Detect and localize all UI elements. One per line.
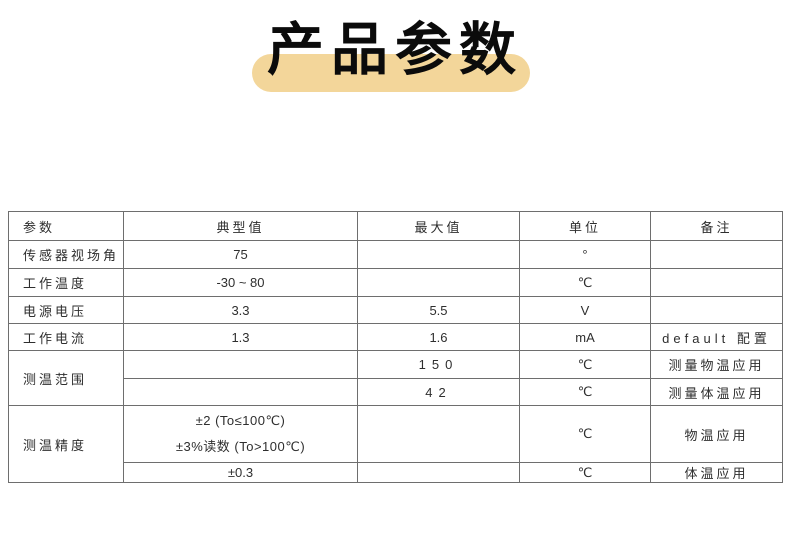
- col-header-note: 备注: [650, 211, 783, 241]
- table-row-temp-range-object: 测温范围 150 ℃ 测量物温应用: [8, 350, 783, 406]
- typical-value-cell: 1.3: [123, 323, 358, 351]
- typical-value-cell: 75: [123, 240, 358, 269]
- note-cell: [650, 240, 783, 269]
- table-row-supply-voltage: 电源电压 3.3 5.5 V: [8, 296, 783, 324]
- table-row-operating-temp: 工作温度 -30 ~ 80 ℃: [8, 268, 783, 297]
- table-row-sensor-fov: 传感器视场角 75 °: [8, 240, 783, 269]
- params-table: 参数 典型值 最大值 单位 备注 传感器视场角 75 ° 工作温度 -30 ~ …: [8, 211, 783, 483]
- unit-cell: ℃: [519, 350, 651, 379]
- page-title-block: 产品参数: [252, 16, 530, 92]
- note-cell: 测量物温应用: [650, 350, 783, 379]
- typical-value-cell: 3.3: [123, 296, 358, 324]
- param-cell: 测温范围: [8, 350, 124, 406]
- note-cell: 测量体温应用: [650, 378, 783, 406]
- note-cell: 体温应用: [650, 462, 783, 483]
- accuracy-line-2: ±3%读数 (To>100℃): [175, 439, 306, 454]
- col-header-param: 参数: [8, 211, 124, 241]
- param-cell: 电源电压: [8, 296, 124, 324]
- accuracy-line-1: ±2 (To≤100℃): [195, 413, 286, 428]
- unit-cell: °: [519, 240, 651, 269]
- max-value-cell: 150: [357, 350, 520, 379]
- param-cell: 传感器视场角: [8, 240, 124, 269]
- max-value-cell: 5.5: [357, 296, 520, 324]
- col-header-typical: 典型值: [123, 211, 358, 241]
- typical-value-cell: [123, 378, 358, 406]
- param-cell: 测温精度: [8, 405, 124, 483]
- typical-value-cell: [123, 350, 358, 379]
- param-cell: 工作温度: [8, 268, 124, 297]
- page-title-area: 产品参数: [0, 16, 790, 92]
- unit-cell: ℃: [519, 462, 651, 483]
- col-header-max: 最大值: [357, 211, 520, 241]
- col-header-unit: 单位: [519, 211, 651, 241]
- table-row-operating-current: 工作电流 1.3 1.6 mA default 配置: [8, 323, 783, 351]
- max-value-cell: [357, 405, 520, 463]
- max-value-cell: [357, 268, 520, 297]
- max-value-cell: 42: [357, 378, 520, 406]
- unit-cell: V: [519, 296, 651, 324]
- max-value-cell: [357, 462, 520, 483]
- typical-value-cell: ±0.3: [123, 462, 358, 483]
- unit-cell: mA: [519, 323, 651, 351]
- note-cell: 物温应用: [650, 405, 783, 463]
- param-cell: 工作电流: [8, 323, 124, 351]
- note-cell: [650, 296, 783, 324]
- note-cell: default 配置: [650, 323, 783, 351]
- unit-cell: ℃: [519, 268, 651, 297]
- typical-value-cell: ±2 (To≤100℃) ±3%读数 (To>100℃): [123, 405, 358, 463]
- table-row-temp-range-body: 42 ℃ 测量体温应用: [9, 378, 783, 406]
- typical-value-cell: -30 ~ 80: [123, 268, 358, 297]
- max-value-cell: [357, 240, 520, 269]
- table-header-row: 参数 典型值 最大值 单位 备注: [8, 211, 783, 241]
- title-highlight-pill: [252, 54, 530, 92]
- max-value-cell: 1.6: [357, 323, 520, 351]
- table-row-accuracy-object: 测温精度 ±2 (To≤100℃) ±3%读数 (To>100℃) ℃ 物温应用: [8, 405, 783, 483]
- unit-cell: ℃: [519, 405, 651, 463]
- note-cell: [650, 268, 783, 297]
- page-title: 产品参数: [267, 18, 523, 82]
- table-row-accuracy-body: ±0.3 ℃ 体温应用: [9, 462, 783, 483]
- unit-cell: ℃: [519, 378, 651, 406]
